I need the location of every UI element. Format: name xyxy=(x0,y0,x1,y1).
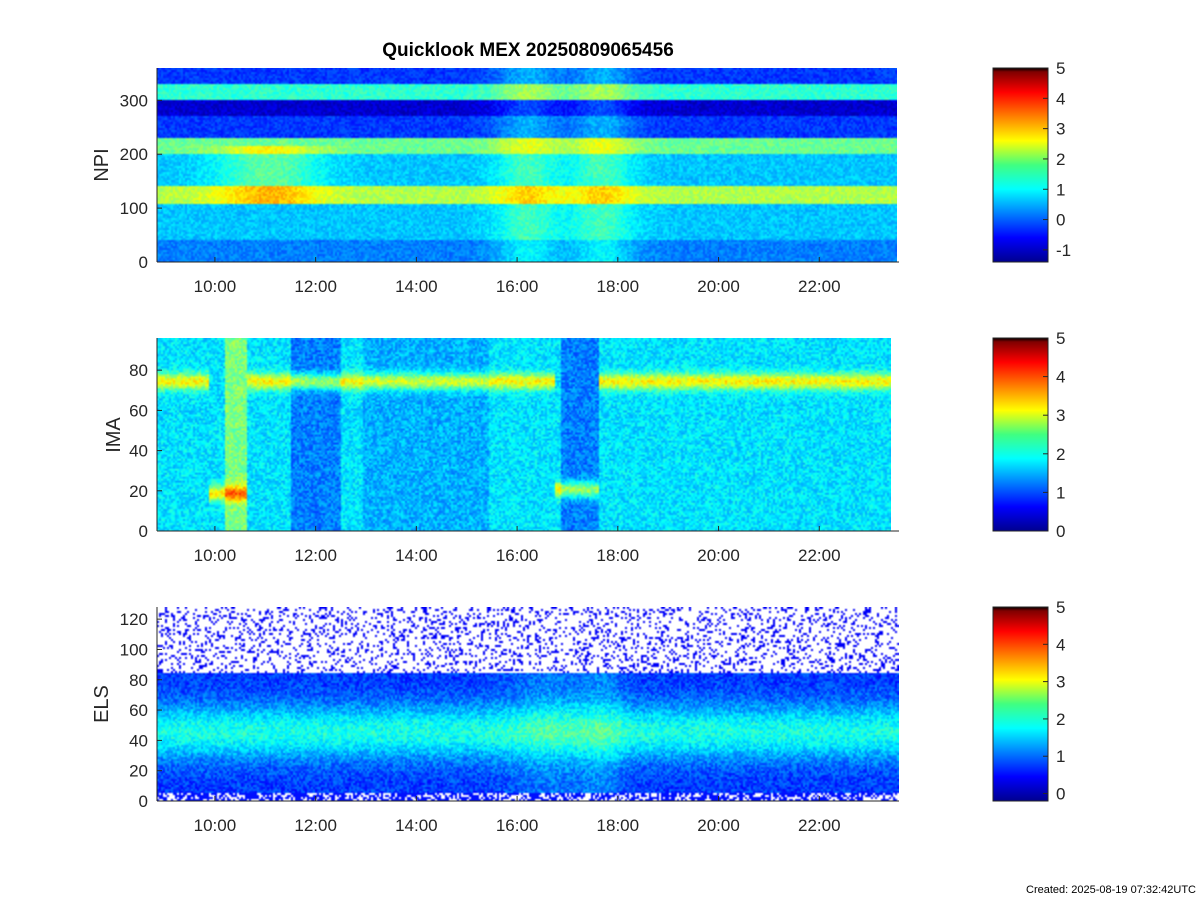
els-colorbar-tick-label: 0 xyxy=(1056,785,1065,804)
els-panel: 10:00 12:00 14:00 16:00 18:00 20:00 22:00 0204… xyxy=(91,598,1065,835)
els-x-tick-label: 12:00 xyxy=(294,816,337,835)
ima-x-tick-label: 16:00 xyxy=(496,546,539,565)
ima-colorbar-tick-label: 2 xyxy=(1056,445,1065,464)
created-timestamp: Created: 2025-08-19 07:32:42UTC xyxy=(1026,884,1196,896)
ima-colorbar-tick-label: 3 xyxy=(1056,406,1065,425)
ima-y-tick-label: 40 xyxy=(129,442,148,461)
els-x-tick-label: 20:00 xyxy=(697,816,740,835)
npi-x-tick-label: 16:00 xyxy=(496,277,539,296)
npi-y-tick-label: 200 xyxy=(120,145,148,164)
els-colorbar-tick-label: 2 xyxy=(1056,710,1065,729)
ima-x-tick-label: 22:00 xyxy=(798,546,841,565)
ima-colorbar xyxy=(992,337,1049,532)
ima-y-tick-label: 60 xyxy=(129,401,148,420)
ima-y-tick-label: 0 xyxy=(139,522,148,541)
els-x-ticks: 10:00 12:00 14:00 16:00 18:00 20:00 22:00 xyxy=(194,796,841,835)
ima-spectrogram xyxy=(157,338,891,531)
npi-colorbar-tick-label: 2 xyxy=(1056,150,1065,169)
npi-x-tick-label: 22:00 xyxy=(798,277,841,296)
ima-x-tick-label: 18:00 xyxy=(597,546,640,565)
npi-y-tick-label: 300 xyxy=(120,91,148,110)
npi-y-tick-label: 100 xyxy=(120,199,148,218)
els-colorbar-tick-label: 5 xyxy=(1056,598,1065,617)
els-y-label: ELS xyxy=(91,685,113,723)
els-colorbar-tick-label: 4 xyxy=(1056,635,1065,654)
els-y-tick-label: 0 xyxy=(139,792,148,811)
npi-colorbar-tick-label: 3 xyxy=(1056,120,1065,139)
els-colorbar-tick-label: 3 xyxy=(1056,673,1065,692)
npi-colorbar-tick-label: -1 xyxy=(1056,241,1071,260)
els-x-tick-label: 18:00 xyxy=(597,816,640,835)
npi-x-tick-label: 14:00 xyxy=(395,277,438,296)
ima-colorbar-tick-label: 5 xyxy=(1056,329,1065,348)
ima-x-tick-label: 10:00 xyxy=(194,546,237,565)
npi-spectrogram xyxy=(157,68,897,262)
npi-x-tick-label: 18:00 xyxy=(597,277,640,296)
els-colorbar-tick-label: 1 xyxy=(1056,747,1065,766)
els-y-tick-label: 20 xyxy=(129,762,148,781)
npi-colorbar-tick-label: 4 xyxy=(1056,89,1065,108)
npi-panel: 10:00 12:00 14:00 16:00 18:00 20:00 22:00 0100… xyxy=(91,59,1071,296)
els-x-tick-label: 22:00 xyxy=(798,816,841,835)
ima-x-tick-label: 14:00 xyxy=(395,546,438,565)
ima-y-label: IMA xyxy=(103,417,125,453)
els-y-tick-label: 60 xyxy=(129,701,148,720)
chart-title: Quicklook MEX 20250809065456 xyxy=(382,40,674,61)
npi-colorbar-tick-label: 5 xyxy=(1056,59,1065,78)
ima-colorbar-tick-label: 1 xyxy=(1056,483,1065,502)
ima-panel: 10:00 12:00 14:00 16:00 18:00 20:00 22:00 0204… xyxy=(103,329,1065,565)
ima-x-ticks: 10:00 12:00 14:00 16:00 18:00 20:00 22:00 xyxy=(194,526,841,565)
npi-colorbar-ticks: -1 0 1 2 3 4 5 xyxy=(1043,59,1071,260)
els-spectrogram xyxy=(157,607,899,801)
npi-y-tick-label: 0 xyxy=(139,253,148,272)
ima-colorbar-tick-label: 4 xyxy=(1056,368,1065,387)
ima-x-tick-label: 20:00 xyxy=(697,546,740,565)
npi-x-tick-label: 12:00 xyxy=(294,277,337,296)
npi-colorbar-tick-label: 1 xyxy=(1056,180,1065,199)
els-y-tick-label: 120 xyxy=(120,610,148,629)
els-y-tick-label: 40 xyxy=(129,731,148,750)
ima-y-tick-label: 80 xyxy=(129,361,148,380)
els-y-ticks: 0 20 40 60 80 100 120 xyxy=(120,610,162,811)
ima-y-ticks: 0 20 40 60 80 xyxy=(129,361,162,541)
npi-x-tick-label: 10:00 xyxy=(194,277,237,296)
ima-y-tick-label: 20 xyxy=(129,482,148,501)
npi-colorbar xyxy=(992,67,1049,263)
ima-x-tick-label: 12:00 xyxy=(294,546,337,565)
els-x-tick-label: 14:00 xyxy=(395,816,438,835)
npi-x-tick-label: 20:00 xyxy=(697,277,740,296)
els-colorbar-ticks: 0 1 2 3 4 5 xyxy=(1043,598,1065,804)
els-y-tick-label: 80 xyxy=(129,671,148,690)
ima-colorbar-ticks: 0 1 2 3 4 5 xyxy=(1043,329,1065,541)
els-y-tick-label: 100 xyxy=(120,640,148,659)
els-x-tick-label: 16:00 xyxy=(496,816,539,835)
ima-colorbar-tick-label: 0 xyxy=(1056,522,1065,541)
npi-colorbar-tick-label: 0 xyxy=(1056,211,1065,230)
els-colorbar xyxy=(992,606,1049,802)
npi-x-ticks: 10:00 12:00 14:00 16:00 18:00 20:00 22:00 xyxy=(194,257,841,296)
els-x-tick-label: 10:00 xyxy=(194,816,237,835)
npi-y-label: NPI xyxy=(91,148,113,181)
npi-y-ticks: 0 100 200 300 xyxy=(120,91,162,272)
